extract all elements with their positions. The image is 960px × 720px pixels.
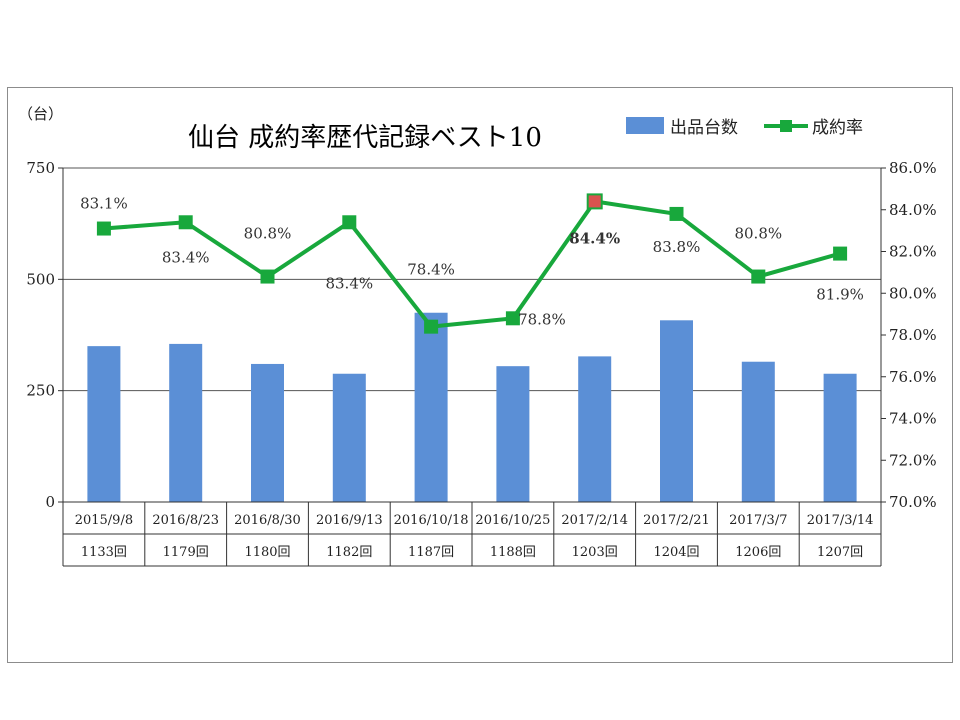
y-right-tick-label: 78.0% bbox=[889, 326, 937, 344]
category-label: 2016/8/30 bbox=[234, 513, 301, 528]
rate-line bbox=[103, 199, 841, 329]
y-right-tick-label: 86.0% bbox=[889, 159, 937, 177]
rate-marker bbox=[751, 269, 766, 284]
bar bbox=[496, 366, 530, 502]
bar bbox=[741, 361, 775, 502]
y-right-tick-label: 76.0% bbox=[889, 368, 937, 386]
category-label: 2017/3/7 bbox=[729, 513, 787, 528]
rate-marker bbox=[260, 269, 275, 284]
rate-marker bbox=[178, 215, 193, 230]
y-right-tick-label: 74.0% bbox=[889, 410, 937, 428]
category-label: 2016/9/13 bbox=[316, 513, 383, 528]
session-label: 1188回 bbox=[490, 545, 536, 560]
legend-bar-label: 出品台数 bbox=[670, 118, 738, 138]
y-left-tick-label: 750 bbox=[26, 159, 55, 177]
axes: 0 250 500 750 70.0% 72.0% 74.0% 76.0% 78.0% 80.0%… bbox=[26, 159, 936, 511]
bar bbox=[332, 373, 366, 502]
y-right-tick-label: 80.0% bbox=[889, 284, 937, 302]
session-label: 1206回 bbox=[735, 545, 781, 560]
category-label: 2016/10/18 bbox=[394, 513, 469, 528]
rate-marker bbox=[833, 246, 848, 261]
session-label: 1187回 bbox=[408, 545, 454, 560]
combo-chart: 0 250 500 750 70.0% 72.0% 74.0% 76.0% 78.0% 80.0%… bbox=[18, 105, 937, 567]
bar bbox=[87, 346, 121, 502]
bar bbox=[251, 363, 284, 502]
rate-marker bbox=[586, 193, 603, 210]
bar-series bbox=[87, 312, 857, 502]
y-right-tick-label: 70.0% bbox=[889, 493, 937, 511]
legend-line-marker bbox=[780, 120, 792, 132]
rate-data-label: 83.4% bbox=[162, 248, 210, 266]
rate-data-label: 83.8% bbox=[653, 238, 701, 256]
category-label: 2017/2/21 bbox=[643, 513, 710, 528]
rate-data-label: 80.8% bbox=[244, 225, 292, 243]
session-label: 1179回 bbox=[163, 545, 209, 560]
y-right-tick-label: 82.0% bbox=[889, 243, 937, 261]
rate-marker bbox=[342, 215, 357, 230]
chart-frame: 0 250 500 750 70.0% 72.0% 74.0% 76.0% 78.0% 80.0%… bbox=[7, 87, 953, 663]
rate-data-label: 81.9% bbox=[816, 286, 864, 304]
session-label: 1133回 bbox=[81, 545, 127, 560]
y-right-tick-label: 84.0% bbox=[889, 201, 937, 219]
rate-marker bbox=[505, 311, 520, 326]
category-label: 2016/8/23 bbox=[152, 513, 219, 528]
legend-bar-swatch bbox=[626, 117, 664, 134]
session-label: 1182回 bbox=[326, 545, 372, 560]
y-left-tick-label: 0 bbox=[45, 493, 55, 511]
bar bbox=[823, 373, 857, 502]
rate-data-label: 83.1% bbox=[80, 195, 128, 213]
session-label: 1180回 bbox=[244, 545, 290, 560]
rate-data-label: 78.8% bbox=[518, 310, 566, 328]
session-label: 1203回 bbox=[572, 545, 618, 560]
legend-line-label: 成約率 bbox=[812, 118, 863, 138]
category-label: 2017/2/14 bbox=[561, 513, 628, 528]
line-series bbox=[96, 193, 848, 334]
rate-data-label: 78.4% bbox=[407, 261, 455, 279]
y-unit-label: （台） bbox=[18, 105, 63, 123]
rate-marker bbox=[669, 206, 684, 221]
bar bbox=[169, 343, 203, 502]
rate-data-label: 84.4% bbox=[569, 229, 620, 247]
rate-data-label: 80.8% bbox=[734, 225, 782, 243]
rate-marker bbox=[424, 319, 439, 334]
data-labels: 83.1% 83.4% 80.8% 83.4% 78.4% 78.8% 84.4% 83.8%… bbox=[80, 195, 864, 329]
session-label: 1204回 bbox=[653, 545, 699, 560]
category-label: 2015/9/8 bbox=[75, 513, 133, 528]
chart-title: 仙台 成約率歴代記録ベスト10 bbox=[188, 123, 542, 153]
category-table: 2015/9/8 1133回 2016/8/23 1179回 2016/8/30 1180… bbox=[62, 501, 882, 567]
bar bbox=[414, 312, 448, 502]
bar bbox=[660, 320, 693, 502]
y-right-tick-label: 72.0% bbox=[889, 451, 937, 469]
y-left-tick-label: 500 bbox=[26, 270, 55, 288]
y-left-tick-label: 250 bbox=[26, 382, 55, 400]
bar bbox=[578, 356, 612, 502]
category-label: 2016/10/25 bbox=[475, 513, 550, 528]
rate-data-label: 83.4% bbox=[325, 274, 373, 292]
category-label: 2017/3/14 bbox=[807, 513, 874, 528]
legend: 出品台数 成約率 bbox=[626, 117, 863, 138]
session-label: 1207回 bbox=[817, 545, 863, 560]
rate-marker bbox=[96, 221, 111, 236]
